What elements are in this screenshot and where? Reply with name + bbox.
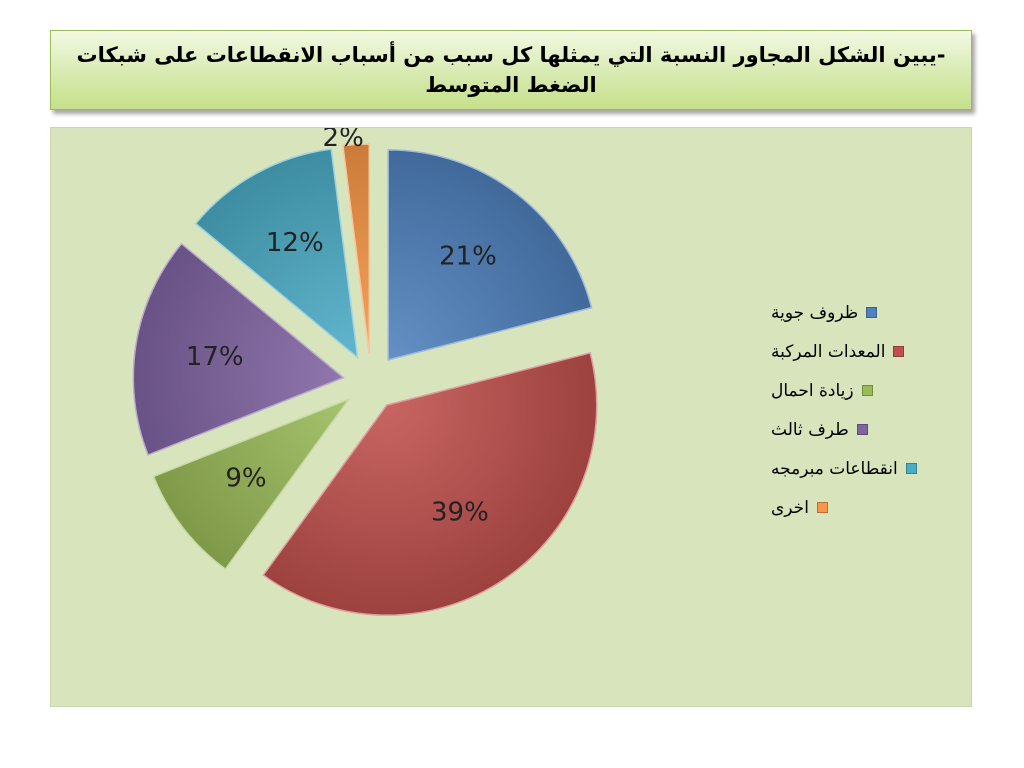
legend-item-weather: ظروف جوية: [771, 293, 981, 332]
data-label-other: 2%: [323, 128, 364, 153]
legend-item-third-party: طرف ثالث: [771, 410, 981, 449]
legend-swatch-third-party: [856, 424, 868, 435]
pie-slice-other: [342, 143, 370, 355]
data-label-scheduled: 12%: [266, 228, 324, 258]
legend-swatch-other: [816, 502, 828, 513]
legend-label-scheduled: انقطاعات مبرمجه: [771, 458, 898, 479]
data-label-third-party: 17%: [186, 342, 244, 372]
legend-label-third-party: طرف ثالث: [771, 419, 849, 440]
legend: ظروف جوية المعدات المركبة زيادة احمال طر…: [771, 293, 981, 527]
chart-area: 21% 39% 9% 17% 12% 2% ظروف جوية المعدات المرك…: [50, 127, 972, 707]
legend-item-scheduled: انقطاعات مبرمجه: [771, 449, 981, 488]
pie-chart: 21% 39% 9% 17% 12% 2%: [132, 128, 598, 616]
chart-title: -يبين الشكل المجاور النسبة التي يمثلها ك…: [76, 43, 946, 97]
legend-label-overload: زيادة احمال: [771, 380, 854, 401]
pie-slice-weather: [387, 149, 593, 361]
legend-item-other: اخرى: [771, 488, 981, 527]
legend-label-other: اخرى: [771, 497, 809, 518]
pie-slice-overload: [152, 397, 352, 571]
pie-slice-equipment: [262, 352, 598, 616]
legend-label-equipment: المعدات المركبة: [771, 341, 886, 362]
legend-swatch-equipment: [893, 346, 905, 357]
legend-swatch-overload: [861, 385, 873, 396]
legend-label-weather: ظروف جوية: [771, 302, 859, 323]
data-label-overload: 9%: [225, 463, 266, 493]
pie-slice-third-party: [132, 242, 345, 456]
legend-item-equipment: المعدات المركبة: [771, 332, 981, 371]
legend-item-overload: زيادة احمال: [771, 371, 981, 410]
legend-swatch-weather: [866, 307, 878, 318]
pie-slice-scheduled: [194, 148, 359, 360]
data-label-equipment: 39%: [431, 497, 489, 527]
title-box: -يبين الشكل المجاور النسبة التي يمثلها ك…: [50, 30, 972, 110]
legend-swatch-scheduled: [905, 463, 917, 474]
data-label-weather: 21%: [439, 241, 497, 271]
